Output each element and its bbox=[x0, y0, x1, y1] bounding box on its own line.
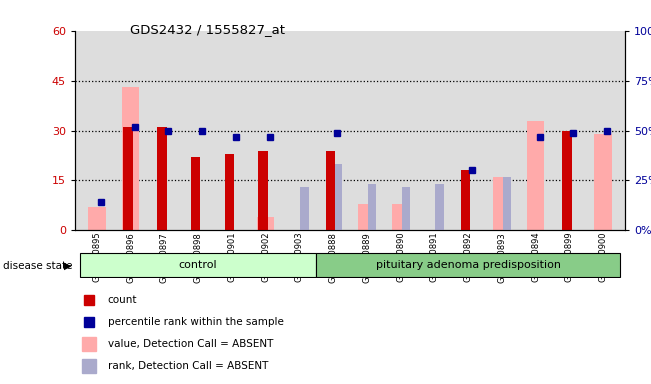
Bar bbox=[503, 177, 511, 230]
Bar bbox=[334, 164, 342, 230]
Text: disease state: disease state bbox=[3, 261, 73, 271]
Bar bbox=[402, 187, 410, 230]
Text: rank, Detection Call = ABSENT: rank, Detection Call = ABSENT bbox=[108, 361, 268, 371]
Bar bbox=[392, 204, 409, 230]
Bar bbox=[562, 131, 572, 230]
Bar bbox=[258, 151, 268, 230]
Text: percentile rank within the sample: percentile rank within the sample bbox=[108, 317, 284, 327]
Text: pituitary adenoma predisposition: pituitary adenoma predisposition bbox=[376, 260, 561, 270]
Text: value, Detection Call = ABSENT: value, Detection Call = ABSENT bbox=[108, 339, 273, 349]
Bar bbox=[225, 154, 234, 230]
Bar bbox=[191, 157, 201, 230]
Bar bbox=[326, 151, 335, 230]
Bar bbox=[436, 184, 444, 230]
FancyBboxPatch shape bbox=[316, 253, 620, 277]
Text: count: count bbox=[108, 295, 137, 305]
Bar bbox=[256, 217, 275, 230]
Text: ▶: ▶ bbox=[64, 261, 72, 271]
Bar bbox=[461, 170, 471, 230]
Bar bbox=[358, 204, 376, 230]
Bar bbox=[157, 127, 167, 230]
Bar bbox=[122, 87, 139, 230]
Text: control: control bbox=[179, 260, 217, 270]
Bar bbox=[493, 177, 510, 230]
Bar bbox=[594, 134, 612, 230]
Bar bbox=[301, 187, 309, 230]
Bar bbox=[124, 127, 133, 230]
Bar bbox=[527, 121, 544, 230]
Text: GDS2432 / 1555827_at: GDS2432 / 1555827_at bbox=[130, 23, 285, 36]
FancyBboxPatch shape bbox=[80, 253, 316, 277]
Bar bbox=[368, 184, 376, 230]
Bar bbox=[88, 207, 105, 230]
